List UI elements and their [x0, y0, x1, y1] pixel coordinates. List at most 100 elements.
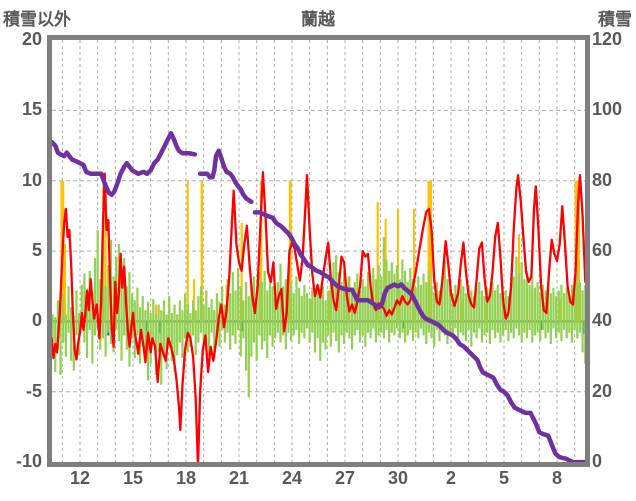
green-bar: [300, 296, 303, 333]
green-bar: [157, 304, 160, 353]
green-bar: [189, 312, 192, 347]
green-bar: [165, 314, 168, 370]
green-bar: [67, 286, 70, 333]
green-bar: [552, 287, 555, 329]
green-bar: [170, 312, 173, 361]
green-bar: [504, 290, 507, 330]
data-layer: [52, 131, 585, 462]
green-bar: [250, 287, 253, 357]
green-bar: [578, 282, 582, 333]
green-bar: [308, 298, 311, 343]
green-bar: [231, 272, 234, 336]
green-bar: [144, 310, 147, 361]
snow-depth-line: [52, 131, 198, 198]
right-axis-tick: 100: [592, 99, 623, 120]
snowfall-bar: [427, 180, 433, 322]
green-bar: [483, 296, 486, 336]
right-axis-title: 積雪: [598, 10, 632, 29]
green-bar: [260, 282, 264, 350]
green-bar: [52, 314, 54, 357]
snow-depth-line: [252, 210, 585, 462]
right-axis-tick: 120: [592, 29, 623, 50]
green-bar: [93, 258, 97, 336]
green-bar: [441, 279, 444, 333]
green-bar: [75, 290, 78, 336]
left-axis-tick: -10: [15, 451, 42, 472]
green-bar: [297, 287, 301, 344]
green-bar: [149, 312, 152, 364]
x-axis-tick: 8: [551, 468, 562, 488]
snowfall-bar: [376, 201, 379, 322]
green-bar: [390, 262, 393, 333]
green-bar: [258, 272, 261, 336]
green-bar: [433, 293, 436, 347]
green-bar: [274, 296, 277, 339]
green-bar: [229, 293, 232, 350]
green-bar: [549, 293, 552, 344]
snowfall-bar: [104, 194, 107, 322]
green-bar: [467, 284, 470, 330]
green-bar: [427, 270, 431, 333]
green-bar: [305, 293, 309, 329]
x-axis-tick: 27: [334, 468, 356, 488]
green-bar: [162, 300, 166, 357]
snowfall-bar: [200, 180, 204, 322]
green-bar: [319, 293, 322, 361]
green-bar: [168, 296, 171, 347]
green-bar: [184, 293, 187, 339]
snow-depth-line: [197, 148, 254, 205]
green-bar: [287, 290, 290, 333]
green-bar: [398, 279, 401, 339]
green-bar: [244, 282, 248, 371]
green-bar: [581, 290, 584, 353]
green-bar: [80, 284, 83, 329]
green-bar: [480, 290, 484, 343]
green-bar: [83, 273, 86, 343]
snowfall-bar: [192, 279, 195, 322]
x-axis-tick: 15: [122, 468, 144, 488]
green-bar: [268, 279, 272, 336]
green-bar: [565, 287, 568, 339]
left-axis-tick: 15: [21, 99, 42, 120]
green-bar: [396, 265, 399, 329]
plot-frame: [47, 35, 590, 467]
green-bar: [247, 296, 250, 398]
green-bar: [361, 279, 364, 336]
green-bar: [494, 290, 497, 339]
green-bar: [194, 310, 197, 356]
right-axis-tick: 60: [592, 240, 613, 261]
snowfall-bar: [240, 222, 243, 322]
green-bar: [491, 282, 494, 330]
right-axis-tick: 20: [592, 380, 613, 401]
green-bar: [568, 296, 571, 333]
left-axis-tick: 0: [31, 310, 42, 331]
green-bar: [141, 296, 144, 347]
green-bar: [520, 262, 523, 343]
green-bar: [197, 296, 200, 343]
green-bar: [451, 293, 454, 339]
green-bar: [329, 279, 332, 347]
green-bar: [555, 296, 558, 339]
green-bar: [446, 279, 449, 344]
green-bar: [517, 273, 521, 336]
green-bar: [263, 270, 266, 342]
green-bar: [292, 293, 295, 336]
green-bar: [242, 300, 245, 339]
green-bar: [528, 284, 531, 330]
green-bar: [496, 284, 499, 333]
green-bar: [136, 287, 139, 336]
green-bar: [295, 276, 298, 330]
gridlines: [52, 40, 585, 462]
green-bar: [411, 279, 415, 342]
green-bar: [234, 290, 237, 344]
green-bar: [533, 287, 537, 336]
green-bar: [85, 304, 89, 359]
green-bar: [104, 286, 107, 357]
green-bar: [403, 270, 407, 343]
green-bar: [70, 307, 73, 361]
green-bar: [531, 276, 534, 343]
green-bar: [414, 287, 417, 333]
green-bar: [425, 282, 428, 344]
green-bar: [382, 237, 385, 339]
